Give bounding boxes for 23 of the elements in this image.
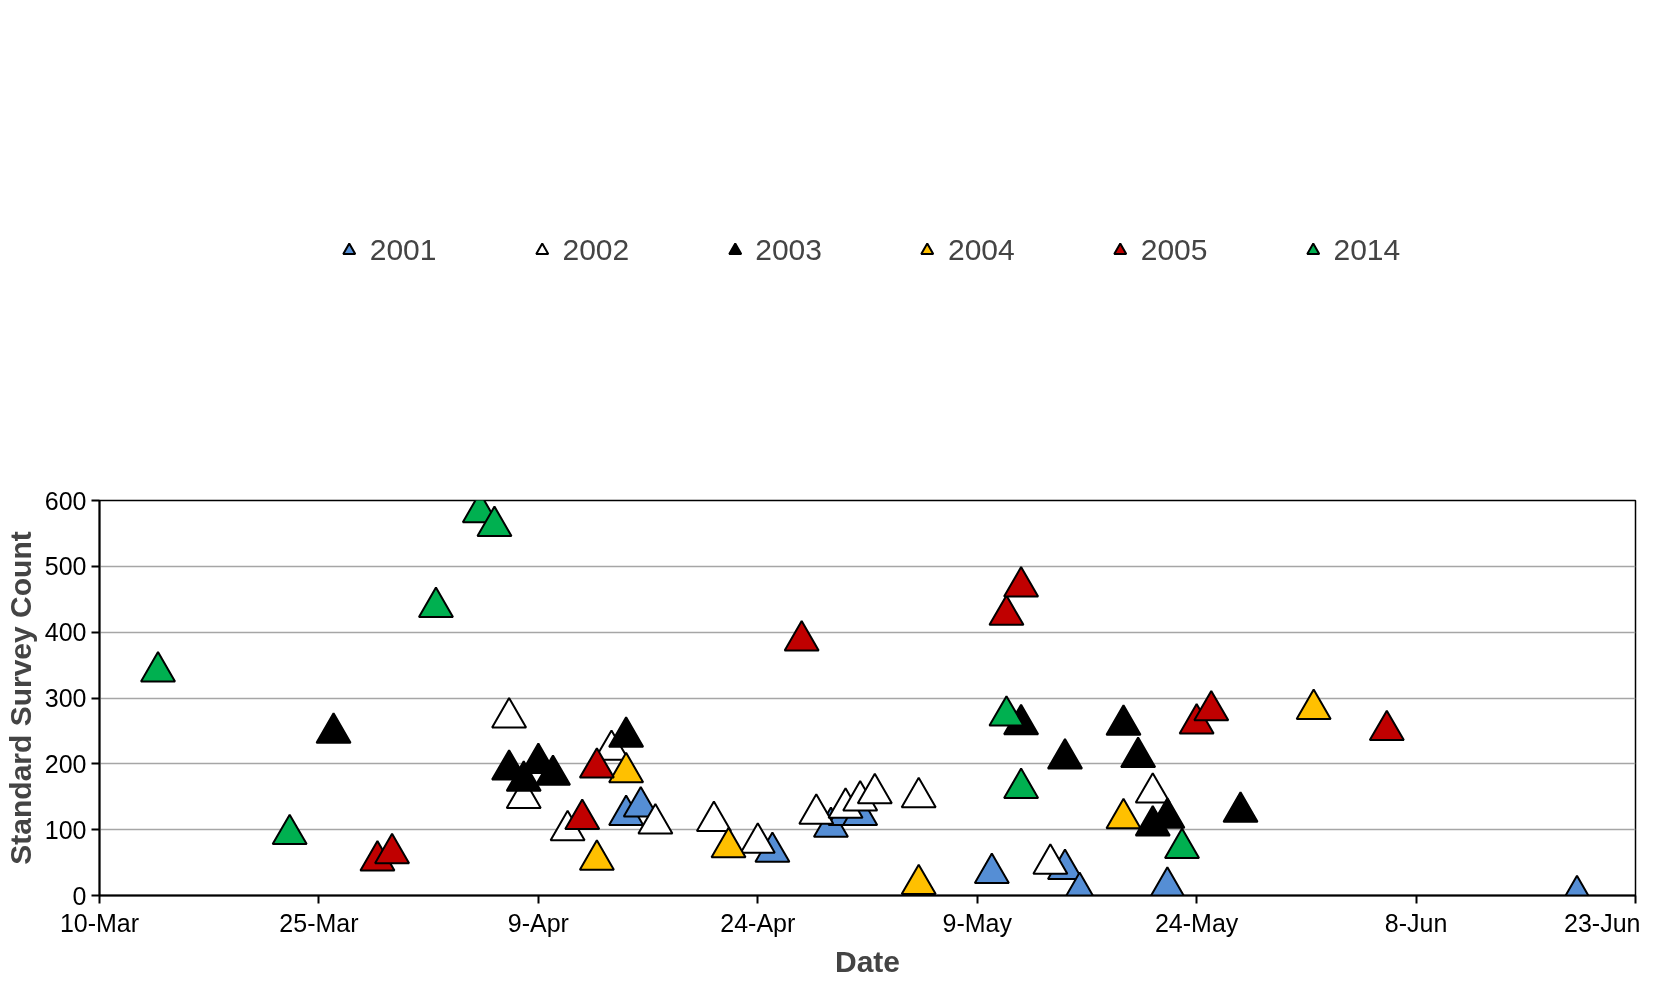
x-tick-label: 24-Apr — [720, 908, 796, 937]
legend-label: 2001 — [369, 233, 437, 267]
x-axis-title: Date — [834, 944, 901, 978]
y-axis-title: Standard Survey Count — [3, 531, 37, 865]
y-tick-label: 600 — [44, 486, 87, 515]
x-tick-label: 24-May — [1154, 908, 1239, 937]
x-tick-label: 25-Mar — [279, 908, 359, 937]
x-tick-label: 8-Jun — [1384, 908, 1448, 937]
y-tick-label: 100 — [44, 815, 87, 844]
y-tick-label: 200 — [44, 749, 87, 778]
x-tick-label: 9-Apr — [507, 908, 569, 937]
legend-label: 2014 — [1333, 233, 1401, 267]
y-tick-label: 300 — [44, 684, 87, 712]
x-tick-label: 9-May — [942, 908, 1013, 937]
x-tick-label: 10-Mar — [59, 908, 140, 937]
legend-label: 2002 — [562, 233, 630, 267]
legend-label: 2003 — [755, 233, 822, 267]
legend-label: 2005 — [1140, 233, 1208, 267]
y-tick-label: 500 — [44, 552, 87, 581]
y-tick-label: 0 — [72, 881, 87, 910]
y-tick-label: 400 — [44, 618, 87, 647]
legend-label: 2004 — [948, 233, 1015, 267]
x-tick-label: 23-Jun — [1564, 908, 1641, 937]
